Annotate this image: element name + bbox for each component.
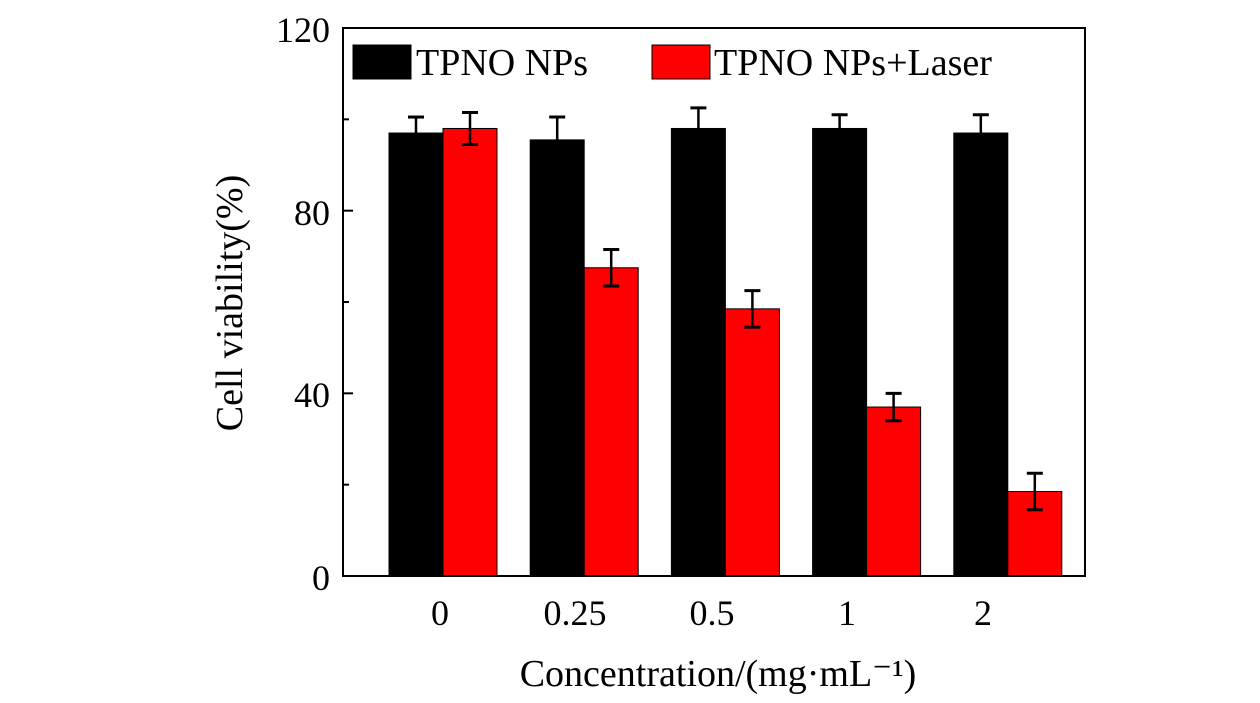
bar-tpno-nps-0.25 [529,139,585,577]
x-axis-title: Concentration/(mg·mL⁻¹) [520,653,917,695]
bars-layer [388,127,1063,577]
legend-swatch-tpno-nps-laser [651,44,711,80]
error-bar-tpno-nps-0.25 [549,115,566,165]
legend: TPNO NPs TPNO NPs+Laser [352,42,992,84]
bar-tpno-nps-laser-0.5 [724,308,780,577]
error-bar-tpno-nps-laser-0 [462,110,478,146]
y-tick-label-40: 40 [294,375,330,415]
bar-tpno-nps-0.5 [670,127,726,577]
x-tick-label-0.5: 0.5 [690,593,735,633]
x-tick-label-0: 0 [431,593,449,633]
bar-tpno-nps-1 [812,127,868,577]
axis-ticks [343,27,353,577]
error-bar-tpno-nps-0 [408,115,424,151]
y-tick-label-0: 0 [312,558,330,598]
bar-tpno-nps-2 [953,132,1009,577]
error-bar-tpno-nps-laser-0.5 [744,289,761,329]
error-bar-tpno-nps-laser-2 [1026,471,1043,512]
x-tick-label-1: 1 [838,593,856,633]
error-bar-tpno-nps-1 [831,113,848,144]
bar-tpno-nps-laser-1 [866,406,922,577]
error-bar-tpno-nps-0.5 [690,106,707,151]
error-bar-tpno-nps-2 [972,113,989,153]
error-bars-layer [408,106,1043,512]
y-tick-label-120: 120 [276,10,330,50]
x-tick-label-0.25: 0.25 [544,593,607,633]
error-bar-tpno-nps-laser-0.25 [603,247,620,288]
x-tick-label-2: 2 [974,593,992,633]
legend-swatch-tpno-nps [352,44,412,80]
bar-tpno-nps-laser-0 [442,127,498,577]
error-bar-tpno-nps-laser-1 [885,391,902,423]
y-axis-title: Cell viability(%) [209,175,251,431]
legend-label-tpno-nps-laser: TPNO NPs+Laser [714,42,992,84]
y-tick-labels: 0 40 80 120 [276,10,330,598]
bar-tpno-nps-0 [388,132,444,577]
legend-label-tpno-nps: TPNO NPs [416,42,588,84]
bar-tpno-nps-laser-0.25 [583,267,639,577]
x-tick-labels: 0 0.25 0.5 1 2 [431,593,992,633]
y-tick-label-80: 80 [294,193,330,233]
